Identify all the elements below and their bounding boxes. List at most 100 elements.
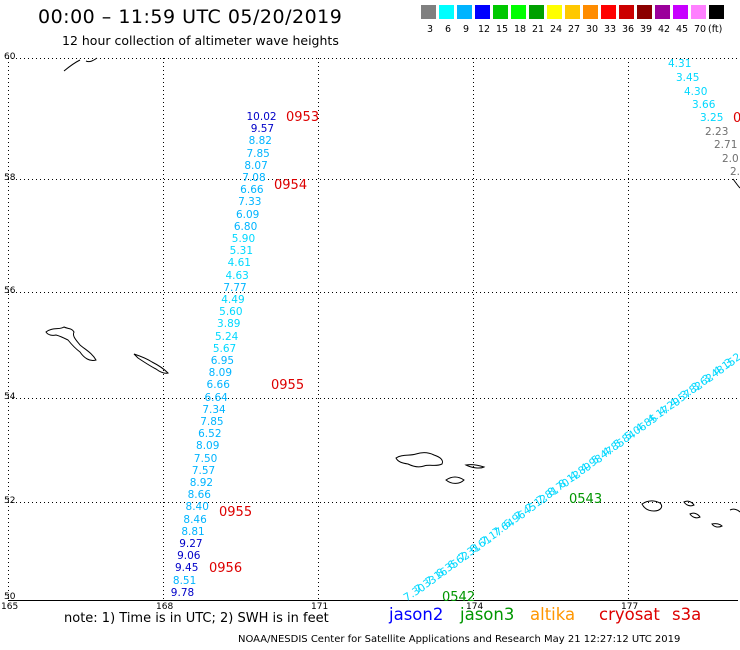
wave-height-value: 3.45 — [676, 72, 700, 84]
coastlines — [45, 57, 740, 528]
wave-height-value: 4.30 — [684, 86, 708, 98]
wave-height-value: 5.31 — [229, 245, 254, 258]
legend-label: 36 — [622, 24, 635, 35]
island-adak — [641, 500, 663, 512]
legend-label: 21 — [532, 24, 545, 35]
legend-label: 24 — [550, 24, 563, 35]
wave-height-value: 4.49 — [221, 294, 245, 306]
wave-height-value: 8.46 — [183, 513, 207, 526]
island-agattu — [133, 353, 169, 374]
wave-height-value: 8.82 — [248, 135, 272, 148]
wave-height-value: 6.64 — [204, 391, 228, 404]
longitude-label: 171 — [311, 602, 329, 612]
legend-swatch — [547, 5, 562, 19]
wave-height-value: 4.61 — [227, 257, 251, 270]
credit-footer: NOAA/NESDIS Center for Satellite Applica… — [238, 634, 681, 645]
legend-swatch — [529, 5, 544, 19]
legend-label: 42 — [658, 24, 671, 35]
wave-height-value: 8.09 — [208, 367, 233, 380]
legend-swatch — [457, 5, 472, 19]
legend-swatch — [493, 5, 508, 19]
pass-time-label: 0953 — [286, 110, 320, 125]
legend-swatch — [565, 5, 580, 19]
island-attu — [45, 326, 97, 361]
wave-height-value: 2.23 — [705, 126, 729, 138]
legend-swatch — [439, 5, 454, 19]
wave-height-value: 9.27 — [179, 538, 203, 550]
wave-height-value: 4.31 — [668, 58, 692, 70]
coastline-top — [63, 57, 98, 72]
legend-swatch — [421, 5, 436, 19]
wave-height-value: 2.0 — [722, 153, 739, 165]
legend-swatch — [619, 5, 634, 19]
legend-swatch — [511, 5, 526, 19]
wave-height-value: 4.63 — [225, 269, 249, 282]
wave-height-value: 8.40 — [185, 501, 209, 514]
legend-swatch — [601, 5, 616, 19]
pass-time-label: 0954 — [274, 178, 308, 193]
wave-height-value: 6.66 — [240, 184, 264, 197]
island-kiska — [395, 452, 443, 468]
wave-height-value: 2. — [730, 166, 740, 178]
wave-height-value: 5.24 — [214, 330, 239, 343]
pass-time-label: 0955 — [271, 378, 305, 393]
legend-label: 3 — [427, 24, 434, 35]
latitude-label: 56 — [4, 286, 16, 296]
map-subtitle: 12 hour collection of altimeter wave hei… — [62, 33, 339, 48]
wave-height-value: 8.92 — [189, 477, 214, 489]
satellite-legend-cryosat: cryosat — [599, 605, 660, 624]
wave-height-value: 6.66 — [206, 379, 230, 392]
wave-height-value: 8.09 — [196, 440, 220, 453]
latitude-label: 60 — [4, 52, 16, 62]
pass-time-label: 0956 — [209, 561, 243, 576]
island-small-4 — [689, 512, 701, 519]
wave-height-value: 7.08 — [242, 172, 266, 184]
longitude-label: 168 — [156, 602, 174, 612]
legend-swatch — [475, 5, 490, 19]
island-small-1 — [464, 464, 486, 469]
wave-height-value: 10.02 — [246, 111, 277, 123]
wave-height-value: 6.80 — [233, 220, 258, 233]
pass-time-label: 0542 — [442, 590, 476, 605]
legend-label: 39 — [640, 24, 653, 35]
latitude-label: 52 — [4, 496, 16, 506]
wave-height-value: 3.25 — [700, 112, 724, 124]
legend-label: 27 — [568, 24, 581, 35]
legend-label: 6 — [445, 24, 452, 35]
wave-height-value: 7.33 — [238, 196, 262, 209]
legend-swatch — [691, 5, 706, 19]
legend-label: 45 — [676, 24, 689, 35]
satellite-legend-jason2: jason2 — [389, 605, 444, 624]
latitude-label: 54 — [4, 392, 16, 402]
footnote: note: 1) Time is in UTC; 2) SWH is in fe… — [64, 611, 329, 626]
legend-label: 33 — [604, 24, 617, 35]
wave-height-value: 6.52 — [198, 428, 222, 441]
island-small-3 — [683, 500, 695, 507]
legend-swatch — [709, 5, 724, 19]
longitude-label: 177 — [621, 602, 639, 612]
island-small-5 — [711, 523, 723, 528]
satellite-legend-jason3: jason3 — [460, 605, 515, 624]
legend-label: 30 — [586, 24, 599, 35]
island-small-6 — [729, 508, 740, 513]
legend-label: 70 — [694, 24, 707, 35]
wave-height-value: 8.81 — [181, 525, 205, 538]
wave-height-value: 9.45 — [175, 562, 199, 575]
legend-swatch — [673, 5, 688, 19]
wave-height-value: 8.66 — [187, 489, 211, 502]
longitude-label: 174 — [466, 602, 484, 612]
wave-height-value: 8.07 — [244, 159, 268, 172]
legend-label: 15 — [496, 24, 509, 35]
wave-height-value: 8.51 — [172, 574, 197, 587]
legend-swatch — [655, 5, 670, 19]
satellite-legend-altika: altika — [530, 605, 576, 624]
map-title: 00:00 – 11:59 UTC 05/20/2019 — [38, 6, 343, 28]
pass-time-label: 0955 — [219, 505, 253, 520]
legend-swatch — [637, 5, 652, 19]
wave-height-value: 7.50 — [193, 452, 218, 465]
wave-height-value: 9.06 — [177, 550, 201, 563]
wave-height-value: 7.57 — [191, 464, 216, 477]
wave-height-value: 9.57 — [250, 123, 275, 136]
wave-height-value: 9.78 — [170, 586, 195, 599]
legend-label: 18 — [514, 24, 527, 35]
